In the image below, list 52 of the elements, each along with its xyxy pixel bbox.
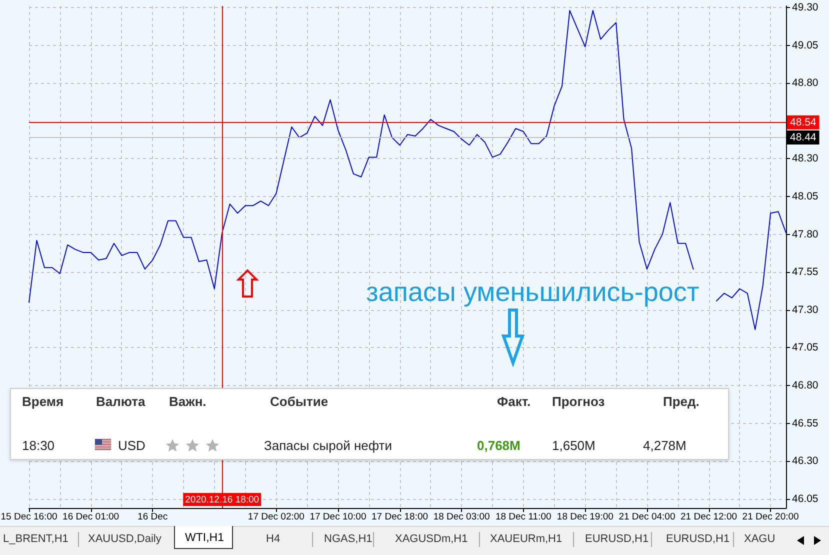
y-tick-label: 48.30: [792, 152, 818, 165]
y-tick-label: 47.55: [792, 266, 818, 278]
y-tick-label: 46.30: [792, 455, 818, 468]
text: XAGU: [744, 532, 776, 544]
x-tick-label: 21 Dec 12:00: [680, 512, 738, 522]
text: EURUSD,H1: [666, 532, 730, 544]
x-tick-label: 21 Dec 04:00: [618, 512, 676, 522]
annotation: Факт.: [497, 394, 531, 408]
y-tick-label: 49.05: [792, 39, 818, 52]
y-tick-label: 47.05: [792, 342, 818, 354]
annotation: 1,650M: [552, 438, 596, 452]
x-tick-label: 17 Dec 18:00: [372, 512, 428, 522]
annotation: Событие: [270, 394, 328, 408]
annotation: Запасы сырой нефти: [264, 438, 392, 452]
x-tick-label: 15 Dec 16:00: [0, 512, 58, 522]
annotation: Время: [22, 394, 64, 408]
y-tick-label: 48.80: [792, 77, 818, 90]
y-tick-label: 46.55: [792, 417, 818, 430]
ref-line-label: 48.54: [790, 116, 816, 128]
x-tick-label: 17 Dec 10:00: [310, 512, 366, 522]
x-tick-label: 18 Dec 19:00: [556, 512, 614, 522]
ref-line-label: 48.44: [790, 132, 816, 144]
annotation: Прогноз: [552, 394, 605, 408]
text: XAGUSDm,H1: [395, 532, 468, 544]
annotation: Пред.: [663, 394, 700, 408]
annotation: Валюта: [96, 394, 146, 408]
y-tick-label: 47.80: [792, 228, 818, 240]
text: XAUUSD,Daily: [88, 532, 162, 544]
x-tick-label: 16 Dec: [138, 512, 168, 522]
text: H4: [266, 532, 280, 544]
y-tick-label: 47.30: [792, 304, 818, 316]
y-tick-label: 49.30: [792, 2, 818, 14]
text: EURUSD,H1: [585, 532, 649, 544]
x-tick-label: 2020.12.16 18:00: [185, 494, 260, 506]
x-tick-label: 18 Dec 03:00: [433, 512, 490, 522]
x-tick-label: 18 Dec 11:00: [495, 512, 552, 522]
text: L_BRENT,H1: [3, 532, 68, 544]
y-tick-label: 48.05: [792, 190, 818, 203]
annotation: 0,768M: [477, 438, 520, 452]
annotation: USD: [118, 438, 146, 452]
annotation: 18:30: [22, 438, 55, 452]
y-tick-label: 46.05: [792, 492, 818, 505]
y-tick-label: 46.80: [792, 380, 818, 392]
x-tick-label: 17 Dec 02:00: [248, 512, 304, 522]
annotation: 4,278M: [643, 438, 686, 452]
annotation: запасы уменьшились-рост: [366, 276, 700, 306]
text: NGAS,H1: [324, 532, 372, 544]
x-tick-label: 16 Dec 01:00: [62, 512, 120, 522]
text: WTI,H1: [185, 532, 224, 545]
x-tick-label: 21 Dec 20:00: [742, 512, 799, 522]
annotation: Важн.: [169, 394, 206, 408]
text: XAUEURm,H1: [490, 532, 562, 544]
